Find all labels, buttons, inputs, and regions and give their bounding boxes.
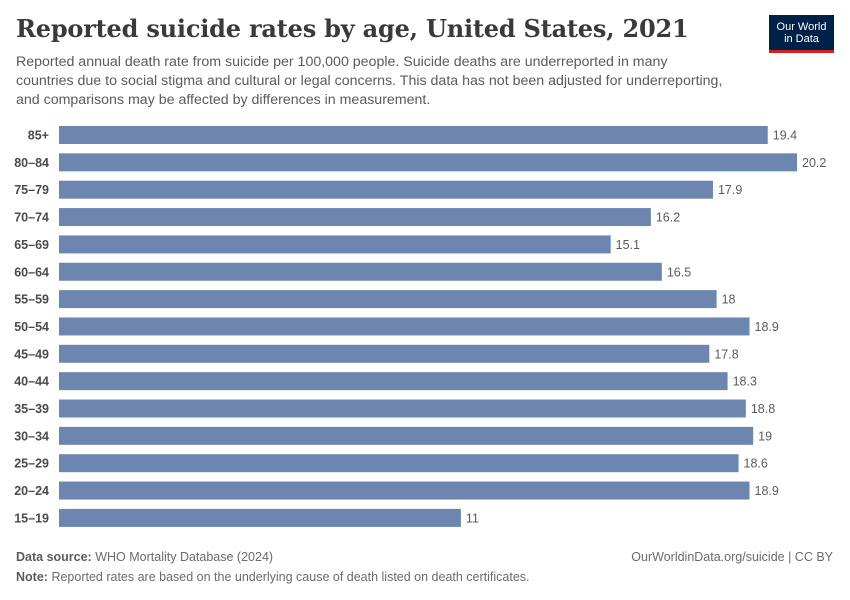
category-label-75-79: 75–79 — [14, 183, 49, 197]
bar-80-84[interactable] — [59, 153, 797, 172]
bar-55-59[interactable] — [59, 290, 717, 309]
category-label-20-24: 20–24 — [14, 484, 49, 498]
value-label-40-44: 18.3 — [733, 375, 757, 389]
bar-20-24[interactable] — [59, 481, 750, 500]
data-source: Data source: WHO Mortality Database (202… — [16, 550, 273, 564]
category-label-35-39: 35–39 — [14, 402, 49, 416]
license-link[interactable]: OurWorldinData.org/suicide | CC BY — [631, 550, 833, 564]
note-text: Reported rates are based on the underlyi… — [51, 570, 530, 584]
bar-60-64[interactable] — [59, 262, 662, 281]
category-label-40-44: 40–44 — [14, 375, 49, 389]
value-label-80-84: 20.2 — [802, 156, 826, 170]
bar-chart: 85+ 19.4 80–84 20.2 75–79 17.9 70–74 16.2 65–69 1… — [14, 126, 826, 527]
value-label-70-74: 16.2 — [656, 211, 680, 225]
data-source-link[interactable]: WHO Mortality Database (2024) — [95, 550, 274, 564]
bar-85plus[interactable] — [59, 126, 768, 144]
value-label-60-64: 16.5 — [667, 265, 691, 279]
value-label-25-29: 18.6 — [744, 457, 768, 471]
chart-title: Reported suicide rates by age, United St… — [16, 14, 689, 43]
bar-65-69[interactable] — [59, 235, 611, 254]
category-label-45-49: 45–49 — [14, 347, 49, 361]
value-label-65-69: 15.1 — [616, 238, 640, 252]
logo-line-1: Our World — [776, 20, 827, 33]
owid-logo[interactable]: Our World in Data — [769, 15, 834, 53]
category-label-80-84: 80–84 — [14, 156, 49, 170]
chart-subtitle: Reported annual death rate from suicide … — [16, 54, 723, 108]
category-label-25-29: 25–29 — [14, 457, 49, 471]
bar-40-44[interactable] — [59, 372, 728, 391]
value-label-30-34: 19 — [758, 429, 772, 443]
bar-75-79[interactable] — [59, 180, 713, 199]
chart-note: Note: Reported rates are based on the un… — [16, 570, 530, 584]
logo-line-2: in Data — [784, 32, 819, 45]
category-label-30-34: 30–34 — [14, 429, 49, 443]
bar-45-49[interactable] — [59, 344, 710, 363]
value-label-20-24: 18.9 — [755, 484, 779, 498]
category-label-85plus: 85+ — [28, 129, 49, 143]
value-label-35-39: 18.8 — [751, 402, 775, 416]
bar-25-29[interactable] — [59, 454, 739, 473]
category-label-50-54: 50–54 — [14, 320, 49, 334]
value-label-45-49: 17.8 — [714, 347, 738, 361]
value-label-55-59: 18 — [722, 293, 736, 307]
bar-50-54[interactable] — [59, 317, 750, 336]
category-label-60-64: 60–64 — [14, 265, 49, 279]
bar-70-74[interactable] — [59, 208, 651, 227]
note-label: Note: — [16, 570, 48, 584]
category-label-15-19: 15–19 — [14, 511, 49, 525]
bar-35-39[interactable] — [59, 399, 746, 418]
category-label-70-74: 70–74 — [14, 211, 49, 225]
value-label-15-19: 11 — [466, 511, 479, 525]
category-label-65-69: 65–69 — [14, 238, 49, 252]
value-label-50-54: 18.9 — [755, 320, 779, 334]
data-source-label: Data source: — [16, 550, 92, 564]
value-label-85plus: 19.4 — [773, 129, 797, 143]
value-label-75-79: 17.9 — [718, 183, 742, 197]
category-label-55-59: 55–59 — [14, 293, 49, 307]
bar-15-19[interactable] — [59, 508, 461, 527]
bar-30-34[interactable] — [59, 426, 754, 445]
